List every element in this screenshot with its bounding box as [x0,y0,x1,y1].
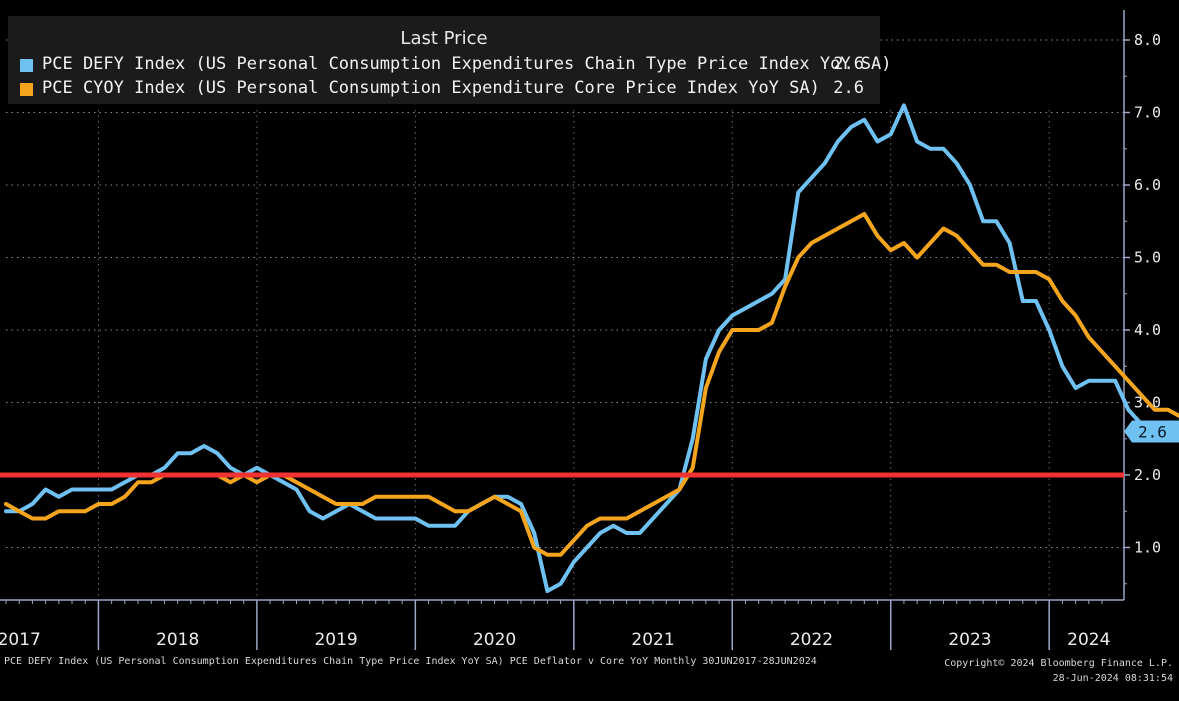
series-line-core-pce [4,212,1179,557]
last-value-text: 2.6 [1138,423,1167,442]
y-axis: 1.02.03.04.05.06.07.08.0 [1123,10,1161,600]
x-tick-label: 2017 [0,630,41,650]
y-tick-label: 7.0 [1134,104,1161,122]
last-value-badge [1124,420,1179,443]
footer-source: PCE DEFY Index (US Personal Consumption … [4,656,817,667]
x-tick-label: 2018 [156,630,199,650]
x-tick-label: 2022 [790,630,833,650]
y-tick-label: 1.0 [1134,539,1161,557]
footer-credits: Copyright© 2024 Bloomberg Finance L.P. 2… [944,656,1173,686]
y-tick-label: 2.0 [1134,466,1161,484]
x-axis: 2017 2018 2019 2020 2021 2022 2023 2024 [0,599,1124,650]
y-tick-label: 6.0 [1134,176,1161,194]
legend-swatch-headline [20,59,33,72]
legend-label-headline: PCE DEFY Index (US Personal Consumption … [42,54,892,74]
legend-value-core: 2.6 [833,78,864,98]
chart-gridlines [6,39,1124,600]
y-tick-label: 4.0 [1134,321,1161,339]
legend-swatch-core [20,83,33,96]
x-tick-label: 2024 [1067,630,1110,650]
legend-item-headline: PCE DEFY Index (US Personal Consumption … [20,54,892,78]
chart-series [4,103,1179,593]
x-tick-label: 2020 [473,630,516,650]
legend-value-headline: 2.6 [833,54,864,74]
series-line-headline-pce [4,103,1179,593]
footer-copyright: Copyright© 2024 Bloomberg Finance L.P. [944,658,1173,669]
x-tick-label: 2021 [631,630,674,650]
x-tick-label: 2023 [948,630,991,650]
last-value-label: 2.6 [1124,420,1179,443]
y-tick-label: 8.0 [1134,31,1161,49]
legend-item-core: PCE CYOY Index (US Personal Consumption … [20,78,872,102]
footer-timestamp: 28-Jun-2024 08:31:54 [1052,673,1173,684]
legend-label-core: PCE CYOY Index (US Personal Consumption … [42,78,820,98]
y-tick-label: 5.0 [1134,249,1161,267]
x-tick-label: 2019 [314,630,357,650]
legend: Last Price PCE DEFY Index (US Personal C… [8,16,892,104]
legend-title: Last Price [400,28,488,49]
